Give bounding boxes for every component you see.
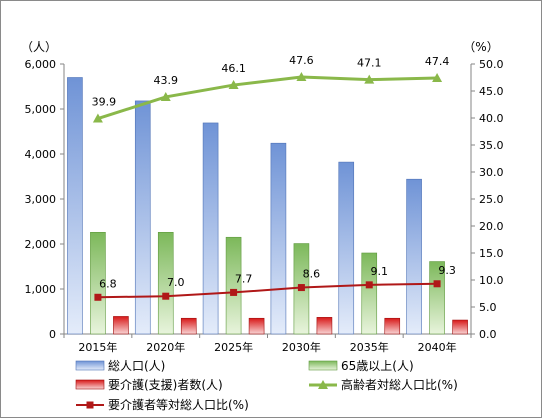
bar-elderly xyxy=(361,252,378,335)
left-tick-label: 4,000 xyxy=(25,148,57,161)
point-elderly-ratio xyxy=(228,80,239,90)
label-care-ratio: 7.7 xyxy=(235,272,253,285)
point-elderly-ratio xyxy=(432,73,443,83)
x-tick-label: 2015年 xyxy=(78,340,117,354)
x-tick-label: 2020年 xyxy=(146,340,185,354)
label-care-ratio: 9.1 xyxy=(371,265,389,278)
point-elderly-ratio xyxy=(160,91,171,101)
right-tick-label: 25.0 xyxy=(479,193,504,206)
point-care-ratio xyxy=(433,280,441,288)
right-axis-unit: （%） xyxy=(463,40,498,54)
bar-total xyxy=(202,122,219,335)
x-tick-label: 2030年 xyxy=(282,340,321,354)
label-care-ratio: 9.3 xyxy=(438,264,456,277)
label-elderly-ratio: 46.1 xyxy=(221,62,246,75)
point-care-ratio xyxy=(162,292,170,300)
bar-total xyxy=(134,100,151,335)
right-tick-label: 35.0 xyxy=(479,139,504,152)
label-care-ratio: 6.8 xyxy=(99,277,117,290)
right-tick-label: 40.0 xyxy=(479,112,504,125)
left-tick-label: 6,000 xyxy=(25,58,57,71)
label-elderly-ratio: 43.9 xyxy=(154,74,179,87)
label-elderly-ratio: 47.4 xyxy=(425,55,450,68)
bar-elderly xyxy=(90,232,106,335)
point-elderly-ratio xyxy=(364,74,375,84)
right-tick-label: 15.0 xyxy=(479,247,504,260)
point-elderly-ratio xyxy=(296,71,307,81)
right-tick-label: 0.0 xyxy=(479,328,497,341)
legend-swatch xyxy=(75,360,105,371)
right-tick-label: 45.0 xyxy=(479,85,504,98)
bar-elderly xyxy=(429,261,445,335)
left-tick-label: 0 xyxy=(49,328,56,341)
legend-marker xyxy=(318,380,328,389)
bar-elderly xyxy=(157,232,174,335)
bar-total xyxy=(270,142,287,335)
right-tick-label: 10.0 xyxy=(479,274,504,287)
x-axis-ticks: 2015年 2020年 2025年 2030年 2035年 2040年 xyxy=(63,334,472,354)
label-care-ratio: 7.0 xyxy=(167,276,185,289)
right-axis-ticks: 0.0 5.0 10.0 15.0 20.0 25.0 30.0 35.0 40.0 45.0 50… xyxy=(471,58,504,341)
left-tick-label: 1,000 xyxy=(25,283,57,296)
legend: 総人口(人) 65歳以上(人) 要介護(支援)者数(人) 高齢者対総人口比(%) 要介護… xyxy=(75,359,458,412)
label-elderly-ratio: 47.1 xyxy=(357,57,382,70)
left-axis-ticks: 0 1,000 2,000 3,000 4,000 5,000 6,000 xyxy=(25,58,64,341)
bar-total xyxy=(338,161,355,335)
left-tick-label: 3,000 xyxy=(25,193,57,206)
bar-care xyxy=(113,316,129,335)
right-tick-label: 20.0 xyxy=(479,220,504,233)
left-tick-label: 2,000 xyxy=(25,238,57,251)
point-care-ratio xyxy=(365,281,373,289)
right-tick-label: 5.0 xyxy=(479,301,497,314)
right-tick-label: 30.0 xyxy=(479,166,504,179)
label-elderly-ratio: 47.6 xyxy=(289,54,314,67)
legend-label: 要介護(支援)者数(人) xyxy=(108,377,223,392)
point-care-ratio xyxy=(94,293,102,301)
left-axis-unit: （人） xyxy=(21,40,57,54)
bar-elderly xyxy=(225,236,242,335)
x-tick-label: 2025年 xyxy=(214,340,253,354)
label-elderly-ratio: 39.9 xyxy=(92,96,117,109)
bar-care xyxy=(180,317,197,335)
point-care-ratio xyxy=(230,288,238,296)
bar-total xyxy=(67,77,83,335)
right-tick-label: 50.0 xyxy=(479,58,504,71)
bar-care xyxy=(316,317,333,335)
bar-care xyxy=(384,317,401,335)
bar-care xyxy=(248,317,265,335)
line-care-ratio xyxy=(97,282,438,299)
legend-swatch xyxy=(75,379,105,390)
legend-marker xyxy=(86,401,94,409)
legend-swatch xyxy=(308,360,338,371)
x-tick-label: 2035年 xyxy=(350,340,389,354)
x-tick-label: 2040年 xyxy=(418,340,457,354)
bar-series xyxy=(67,77,468,335)
bar-total xyxy=(406,178,422,335)
bar-care xyxy=(452,319,468,335)
line-series xyxy=(92,71,443,301)
left-tick-label: 5,000 xyxy=(25,103,57,116)
data-labels: 39.9 43.9 46.1 47.6 47.1 47.4 6.8 7.0 7.7 8.6 9.1 9… xyxy=(92,54,456,290)
legend-label: 65歳以上(人) xyxy=(341,359,414,373)
legend-label: 要介護者等対総人口比(%) xyxy=(108,397,249,412)
point-elderly-ratio xyxy=(92,113,103,123)
legend-label: 高齢者対総人口比(%) xyxy=(341,377,458,392)
point-care-ratio xyxy=(297,284,305,292)
legend-label: 総人口(人) xyxy=(108,359,165,373)
line-elderly-ratio xyxy=(97,75,438,120)
label-care-ratio: 8.6 xyxy=(303,268,321,281)
